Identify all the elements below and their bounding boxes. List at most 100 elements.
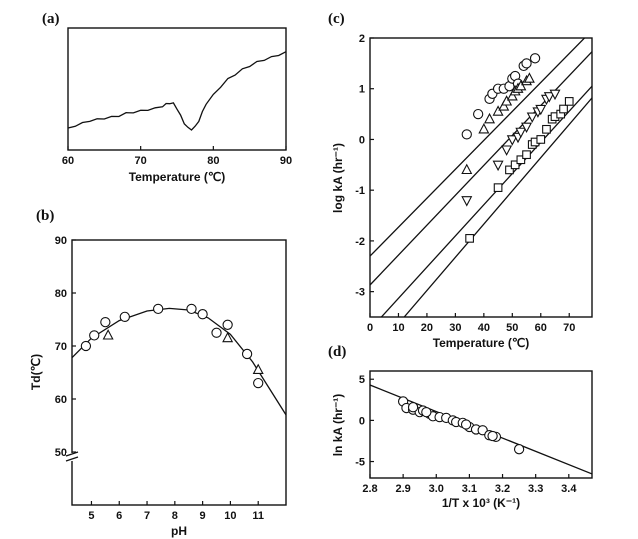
data-point-circle <box>100 316 111 328</box>
data-point-circle <box>521 58 532 69</box>
data-point-circle <box>487 430 498 442</box>
data-point-circle <box>153 303 164 315</box>
data-point-circle <box>461 129 472 140</box>
data-point-circle <box>186 303 197 315</box>
data-point-circle <box>421 407 432 418</box>
y-tick-label: 70 <box>55 341 67 353</box>
data-point-triangle-down <box>526 112 538 123</box>
data-point-circle <box>119 311 130 322</box>
y-tick-label: 80 <box>55 288 67 300</box>
x-tick-label: 80 <box>207 155 219 167</box>
data-point-square <box>505 165 514 175</box>
y-tick-label: -5 <box>355 457 365 469</box>
x-tick-label: 50 <box>506 322 518 334</box>
data-point-square <box>522 150 531 160</box>
x-tick-label: 70 <box>563 322 575 334</box>
plot-frame-1 <box>71 239 287 506</box>
panel-label: (b) <box>36 208 54 224</box>
x-axis-title: Temperature (℃) <box>433 336 530 350</box>
panel-label: (c) <box>328 11 345 27</box>
data-point-triangle <box>461 163 473 175</box>
x-tick-label: 11 <box>252 510 264 522</box>
y-tick-label: 50 <box>55 447 67 459</box>
x-tick-label: 3.3 <box>528 483 543 495</box>
plot-frame-2 <box>369 37 593 318</box>
x-axis-title: pH <box>171 524 187 538</box>
data-point-square <box>465 234 474 243</box>
data-point-circle <box>241 348 253 360</box>
x-tick-label: 3.1 <box>462 483 477 495</box>
data-point-triangle-down <box>515 127 527 139</box>
x-tick-label: 6 <box>116 510 122 522</box>
y-axis-title: Td(℃) <box>29 354 43 390</box>
data-point-triangle-down <box>461 196 473 207</box>
data-point-triangle <box>478 123 490 134</box>
x-tick-label: 60 <box>62 155 74 167</box>
x-axis-title: 1/T x 10³ (K⁻¹) <box>442 496 520 510</box>
x-tick-label: 10 <box>224 510 236 522</box>
y-tick-label: 1 <box>359 84 365 96</box>
data-point-triangle <box>102 329 114 340</box>
panel-label: (d) <box>328 344 346 360</box>
axis-break-mark <box>65 451 79 457</box>
data-point-triangle-down <box>501 145 513 156</box>
x-tick-label: 7 <box>144 510 150 522</box>
thermogram-line <box>67 51 287 131</box>
y-tick-label: 90 <box>55 235 67 247</box>
data-point-square <box>564 97 574 106</box>
data-point-triangle <box>501 95 513 106</box>
data-point-circle <box>197 309 208 320</box>
x-tick-label: 8 <box>172 510 178 522</box>
data-point-circle <box>513 444 525 455</box>
data-point-triangle-down <box>506 135 518 146</box>
x-tick-label: 3.0 <box>429 483 444 495</box>
plot-frame-0 <box>67 27 287 151</box>
fit-line <box>403 97 592 317</box>
y-axis-title: log kA (hr⁻¹) <box>331 143 345 213</box>
x-tick-label: 40 <box>478 322 490 334</box>
data-point-square <box>542 124 551 134</box>
x-tick-label: 2.9 <box>395 483 410 495</box>
y-tick-label: 5 <box>359 374 365 386</box>
x-tick-label: 60 <box>535 322 547 334</box>
x-tick-label: 30 <box>449 322 461 334</box>
fit-line <box>370 38 586 257</box>
data-point-triangle-down <box>521 122 533 134</box>
x-axis-title: Temperature (℃) <box>129 170 226 184</box>
data-point-circle <box>473 108 484 120</box>
plot-frame-3 <box>369 370 593 479</box>
data-point-square <box>559 104 568 114</box>
data-point-circle <box>89 330 100 341</box>
data-point-circle <box>222 319 233 330</box>
y-tick-label: 0 <box>359 134 365 146</box>
x-tick-label: 0 <box>367 322 373 334</box>
y-tick-label: -3 <box>355 287 365 299</box>
data-point-circle <box>460 419 472 430</box>
x-tick-label: 10 <box>392 322 404 334</box>
y-tick-label: -2 <box>355 236 365 248</box>
data-point-circle <box>211 327 222 338</box>
fit-line <box>380 85 592 317</box>
data-point-circle <box>407 402 419 413</box>
x-tick-label: 9 <box>200 510 206 522</box>
data-point-triangle <box>252 363 264 375</box>
x-tick-label: 3.2 <box>495 483 510 495</box>
y-axis-title: ln kA (hr⁻¹) <box>331 394 345 457</box>
x-tick-label: 2.8 <box>362 483 377 495</box>
data-point-square <box>536 135 546 144</box>
y-tick-label: 2 <box>359 33 365 45</box>
data-point-triangle <box>222 331 234 343</box>
y-tick-label: -1 <box>355 185 365 197</box>
data-point-circle <box>529 53 541 64</box>
data-point-square <box>510 160 520 170</box>
panel-label: (a) <box>42 11 60 27</box>
data-point-triangle-down <box>543 92 555 103</box>
data-point-triangle <box>492 105 504 116</box>
data-point-triangle <box>523 72 535 83</box>
data-point-triangle-down <box>535 104 547 116</box>
data-point-triangle-down <box>549 89 561 101</box>
data-point-triangle <box>506 90 518 101</box>
data-point-triangle <box>498 100 510 111</box>
data-point-triangle-down <box>492 160 504 172</box>
